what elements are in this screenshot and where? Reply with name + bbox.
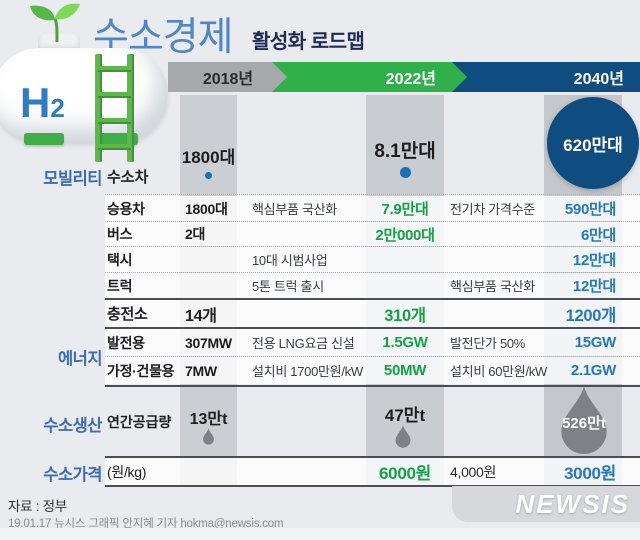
section-divider xyxy=(105,327,640,329)
value-2022: 7.9만대 xyxy=(381,201,429,218)
production-item-label: 연간공급량 xyxy=(107,414,172,430)
value-2018: 2대 xyxy=(185,226,206,242)
row-item: 가정·건물용 xyxy=(107,362,175,379)
value-2022 xyxy=(366,273,444,298)
hero-circle-2040: 620만대 xyxy=(547,97,639,189)
logo-plate xyxy=(452,486,640,522)
table-row-taxi: 택시 10대 시범사업 12만대 xyxy=(105,247,640,272)
value-2018: 1800대 xyxy=(185,200,228,217)
note-2018 xyxy=(252,222,364,246)
value-2022: 1.5GW xyxy=(382,334,428,351)
droplet-icon xyxy=(395,425,411,448)
section-divider xyxy=(105,298,640,300)
hero-value-2018: 1800대 xyxy=(181,148,236,167)
section-divider xyxy=(105,456,640,458)
divider xyxy=(105,246,640,247)
price-2040: 3000원 xyxy=(564,464,616,483)
marker-dot-2018 xyxy=(205,172,212,179)
table-row-home-building: 가정·건물용 7MW 설치비 1700만원/kW 50MW 설치비 60만원/k… xyxy=(105,357,640,384)
table-row-passenger-car: 승용차 1800대 핵심부품 국산화 7.9만대 전기차 가격수준 590만대 xyxy=(105,196,640,221)
value-2040: 12만대 xyxy=(572,252,616,269)
source-text: 자료 : 정부 xyxy=(8,499,67,514)
row-item: 버스 xyxy=(107,226,133,242)
row-item: 승용차 xyxy=(107,200,145,217)
value-2040: 1200개 xyxy=(565,306,617,325)
section-label-mobility: 모빌리티 xyxy=(43,170,102,188)
credit-text: 19.01.17 뉴시스 그래픽 안지혜 기자 hokma@newsis.com xyxy=(8,518,284,530)
section-label-energy: 에너지 xyxy=(57,350,103,368)
value-2022: 2만000대 xyxy=(375,226,435,244)
note-2018: 핵심부품 국산화 xyxy=(252,202,337,217)
value-2018: 307MW xyxy=(185,334,232,351)
timeline-arrow-2022: 2022년 xyxy=(272,62,468,92)
ladder-icon xyxy=(127,54,134,162)
row-item: 택시 xyxy=(107,251,133,268)
table-row-bus: 버스 2대 2만000대 6만대 xyxy=(105,222,640,246)
note-2022: 전기차 가격수준 xyxy=(450,202,535,217)
droplet-icon xyxy=(203,428,214,445)
row-item: 발전용 xyxy=(107,334,145,351)
value-2018: 14개 xyxy=(185,307,217,325)
ladder-rung xyxy=(98,118,131,124)
hydrogen-tank xyxy=(0,48,168,142)
divider xyxy=(105,356,640,357)
newsis-logo: NEWSIS xyxy=(515,489,630,519)
price-unit: (원/kg) xyxy=(107,463,147,480)
timeline-arrow-2040: 2040년 xyxy=(452,62,640,92)
table-row-power-generation: 발전용 307MW 전용 LNG요금 신설 1.5GW 발전단가 50% 15G… xyxy=(105,329,640,356)
value-2040: 6만대 xyxy=(580,226,616,244)
value-2018: 7MW xyxy=(185,362,217,379)
note-2018: 10대 시범사업 xyxy=(252,253,328,268)
note-2022: 발전단가 50% xyxy=(450,336,526,351)
tank-cap xyxy=(38,34,80,52)
marker-dot-2022 xyxy=(400,167,411,178)
section-divider xyxy=(105,485,640,487)
note-2022 xyxy=(450,222,550,246)
page-subtitle: 활성화 로드맵 xyxy=(252,31,365,53)
tank-foot-left xyxy=(24,133,64,145)
section-divider xyxy=(105,385,640,387)
note-2018: 전용 LNG요금 신설 xyxy=(252,336,355,351)
note-2022 xyxy=(450,247,550,272)
price-2022: 6000원 xyxy=(379,464,431,483)
value-2022 xyxy=(366,247,444,272)
divider xyxy=(105,194,640,195)
note-2018: 5톤 트럭 출시 xyxy=(252,279,324,294)
value-2040: 590만대 xyxy=(564,201,616,218)
value-2022: 50MW xyxy=(383,362,427,379)
value-2040: 12만대 xyxy=(572,278,616,295)
price-note: 4,000원 xyxy=(450,463,497,480)
value-2040: 15GW xyxy=(574,334,617,351)
ladder-rung xyxy=(98,92,131,98)
table-row-truck: 트럭 5톤 트럭 출시 핵심부품 국산화 12만대 xyxy=(105,273,640,298)
section-label-production: 수소생산 xyxy=(43,417,102,435)
divider xyxy=(105,221,640,222)
sprout-icon xyxy=(30,3,80,43)
table-row-price: (원/kg) 6000원 4,000원 3000원 xyxy=(105,458,640,485)
section-label-price: 수소가격 xyxy=(43,466,102,484)
note-2022: 핵심부품 국산화 xyxy=(450,279,535,294)
note-2022: 설치비 60만원/kW xyxy=(450,364,547,379)
production-value-2040: 526만t xyxy=(562,415,606,432)
hero-value-2022: 8.1만대 xyxy=(374,141,436,162)
production-value-2018: 13만t xyxy=(189,411,228,428)
value-2040: 2.1GW xyxy=(570,362,616,379)
value-2018 xyxy=(185,273,243,298)
value-2022: 310개 xyxy=(384,306,426,325)
hero-item-label: 수소차 xyxy=(107,169,149,186)
row-item: 트럭 xyxy=(107,277,133,294)
table-row-charging-station: 충전소 14개 310개 1200개 xyxy=(105,300,640,327)
big-droplet-icon xyxy=(561,386,607,454)
bottom-strip xyxy=(0,528,640,540)
production-value-2022: 47만t xyxy=(384,406,426,425)
ladder-rung xyxy=(98,66,131,72)
h2-label: H2 xyxy=(20,79,65,126)
ladder-icon xyxy=(95,54,102,162)
divider xyxy=(105,272,640,273)
ladder-rung xyxy=(98,144,131,150)
note-2018: 설치비 1700만원/kW xyxy=(252,364,363,379)
value-2018 xyxy=(185,247,243,272)
row-item: 충전소 xyxy=(107,306,148,323)
